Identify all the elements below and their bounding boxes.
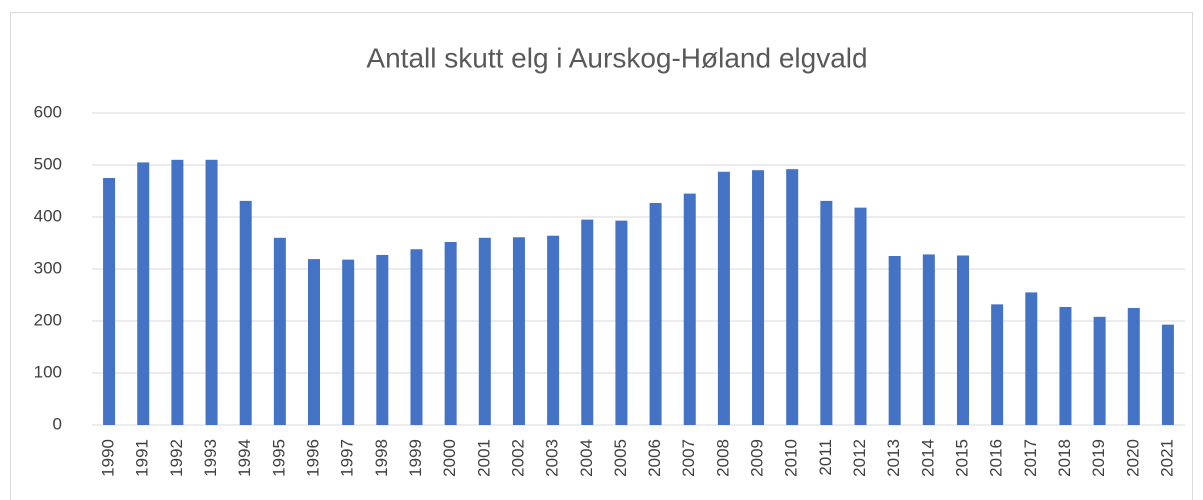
x-tick-label: 1997 [338,439,357,477]
x-tick-label: 1998 [372,439,391,477]
bar [103,178,116,425]
x-tick-label: 2019 [1089,439,1108,477]
x-tick-label: 2015 [952,439,971,477]
bar [991,304,1004,425]
x-tick-label: 2017 [1021,439,1040,477]
bar [410,249,423,425]
bar [376,254,389,425]
bar [444,241,457,425]
bar [956,255,969,425]
bar [683,193,696,425]
x-tick-label: 2021 [1157,439,1176,477]
bar [922,254,935,425]
x-tick-label: 1991 [133,439,152,477]
x-tick-label: 2009 [748,439,767,477]
bar [1093,316,1106,425]
y-tick-label: 400 [34,206,62,225]
x-tick-label: 2004 [577,439,596,477]
x-tick-label: 1990 [99,439,118,477]
x-tick-label: 2005 [611,439,630,477]
bar [888,256,901,425]
bar [512,237,525,425]
x-tick-label: 2014 [918,439,937,477]
bar [273,237,286,425]
x-tick-label: 2007 [679,439,698,477]
bar [239,200,252,425]
y-tick-label: 100 [34,362,62,381]
x-tick-label: 2000 [440,439,459,477]
x-tick-label: 2018 [1055,439,1074,477]
bar [786,169,799,425]
bar [137,162,150,425]
x-tick-label: 2012 [850,439,869,477]
bar [854,207,867,425]
x-tick-label: 1996 [304,439,323,477]
bar [205,159,218,426]
bar [171,159,184,426]
x-tick-label: 2001 [474,439,493,477]
x-tick-label: 1993 [201,439,220,477]
x-tick-label: 2011 [816,439,835,476]
x-tick-label: 1999 [406,439,425,477]
y-tick-label: 300 [34,258,62,277]
x-tick-label: 1994 [235,439,254,477]
x-tick-label: 2008 [713,439,732,477]
chart-title: Antall skutt elg i Aurskog-Høland elgval… [366,42,867,73]
bar [547,235,560,425]
bar [752,170,765,425]
x-tick-label: 2016 [987,439,1006,477]
bar [615,220,628,425]
bar [581,219,594,425]
bar [478,237,491,425]
x-tick-label: 2006 [645,439,664,477]
bar [342,259,355,425]
y-tick-label: 500 [34,154,62,173]
y-tick-label: 0 [53,414,62,433]
x-tick-label: 1992 [167,439,186,477]
bar [1025,292,1038,425]
bar [1059,306,1072,425]
x-tick-label: 2003 [543,439,562,477]
x-tick-label: 2020 [1123,439,1142,477]
chart-frame [10,12,1193,500]
bar [308,259,321,425]
bar [717,171,730,425]
x-tick-label: 2010 [782,439,801,477]
x-tick-label: 1995 [269,439,288,477]
x-tick-label: 2013 [884,439,903,477]
y-tick-label: 200 [34,310,62,329]
bar [649,202,662,425]
bar [1127,308,1140,425]
y-tick-label: 600 [34,102,62,121]
x-tick-label: 2002 [508,439,527,477]
bar [1161,324,1174,425]
bar [820,200,833,425]
